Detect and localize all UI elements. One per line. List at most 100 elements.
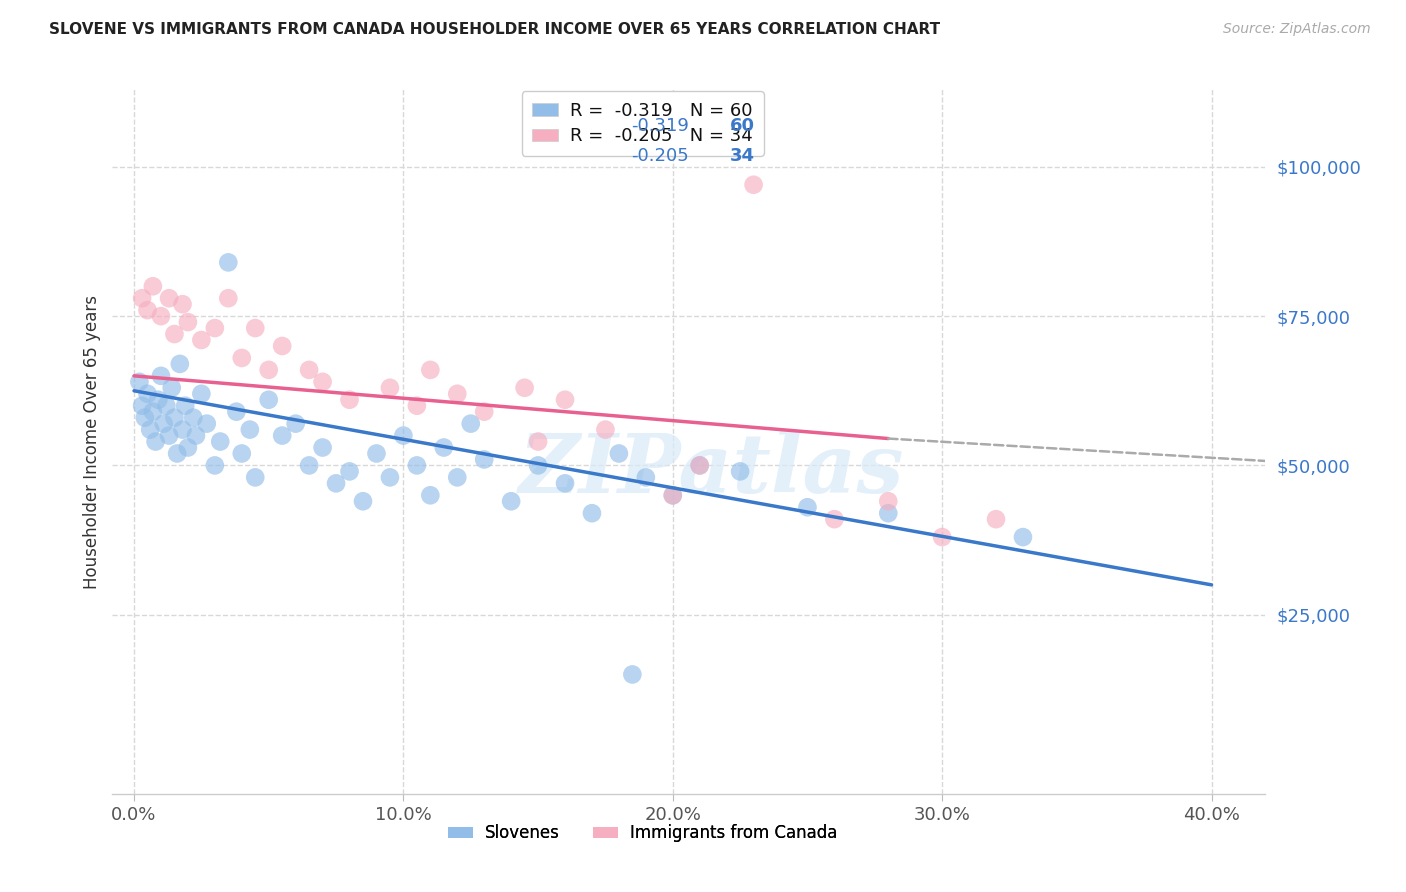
Point <box>595 423 617 437</box>
Point <box>149 368 172 383</box>
Point <box>877 494 900 508</box>
Point <box>527 458 550 473</box>
Point <box>446 386 468 401</box>
Point <box>339 464 361 478</box>
Point <box>231 446 253 460</box>
Point <box>392 428 415 442</box>
Point <box>204 458 226 473</box>
Point <box>145 434 167 449</box>
Text: -0.319: -0.319 <box>631 118 689 136</box>
Point <box>621 667 644 681</box>
Point <box>728 464 751 478</box>
Point <box>501 494 523 508</box>
Point <box>352 494 374 508</box>
Point <box>339 392 361 407</box>
Point <box>446 470 468 484</box>
Point <box>195 417 218 431</box>
Point <box>378 470 401 484</box>
Point <box>311 375 333 389</box>
Point <box>984 512 1007 526</box>
Point <box>554 476 576 491</box>
Point <box>169 357 191 371</box>
Point <box>148 392 170 407</box>
Point <box>163 326 186 341</box>
Point <box>527 434 550 449</box>
Point <box>136 303 159 318</box>
Point <box>239 423 262 437</box>
Point <box>245 470 267 484</box>
Point <box>823 512 845 526</box>
Point <box>204 321 226 335</box>
Point <box>190 386 212 401</box>
Point <box>1012 530 1035 544</box>
Point <box>419 488 441 502</box>
Point <box>405 458 427 473</box>
Text: ZIPatlas: ZIPatlas <box>519 430 904 509</box>
Point <box>796 500 818 515</box>
Point <box>142 279 165 293</box>
Point <box>662 488 685 502</box>
Y-axis label: Householder Income Over 65 years: Householder Income Over 65 years <box>83 294 101 589</box>
Text: Source: ZipAtlas.com: Source: ZipAtlas.com <box>1223 22 1371 37</box>
Text: -0.205: -0.205 <box>631 146 689 165</box>
Point <box>554 392 576 407</box>
Point <box>134 410 156 425</box>
Point <box>405 399 427 413</box>
Point <box>131 291 153 305</box>
Point <box>877 506 900 520</box>
Point <box>284 417 307 431</box>
Point <box>257 363 280 377</box>
Point <box>931 530 953 544</box>
Point <box>662 488 685 502</box>
Point <box>231 351 253 365</box>
Point <box>142 405 165 419</box>
Point <box>419 363 441 377</box>
Point <box>607 446 630 460</box>
Point <box>131 399 153 413</box>
Point <box>311 441 333 455</box>
Point <box>184 428 207 442</box>
Point <box>155 399 177 413</box>
Point <box>217 255 239 269</box>
Point <box>742 178 765 192</box>
Point <box>366 446 388 460</box>
Point <box>174 399 197 413</box>
Point <box>136 386 159 401</box>
Point <box>149 309 172 323</box>
Point <box>271 428 294 442</box>
Point <box>163 410 186 425</box>
Point <box>128 375 150 389</box>
Point <box>181 410 204 425</box>
Text: 34: 34 <box>730 146 755 165</box>
Point <box>689 458 711 473</box>
Point <box>139 423 162 437</box>
Point <box>172 423 194 437</box>
Point <box>209 434 232 449</box>
Point <box>217 291 239 305</box>
Point <box>166 446 188 460</box>
Point <box>190 333 212 347</box>
Point <box>157 291 180 305</box>
Text: 60: 60 <box>730 118 755 136</box>
Point <box>225 405 247 419</box>
Text: SLOVENE VS IMMIGRANTS FROM CANADA HOUSEHOLDER INCOME OVER 65 YEARS CORRELATION C: SLOVENE VS IMMIGRANTS FROM CANADA HOUSEH… <box>49 22 941 37</box>
Point <box>513 381 536 395</box>
Point <box>160 381 183 395</box>
Legend: Slovenes, Immigrants from Canada: Slovenes, Immigrants from Canada <box>441 818 844 849</box>
Point <box>257 392 280 407</box>
Point <box>460 417 482 431</box>
Point <box>298 458 321 473</box>
Point <box>581 506 603 520</box>
Point <box>245 321 267 335</box>
Point <box>325 476 347 491</box>
Point <box>177 441 200 455</box>
Point <box>472 452 495 467</box>
Point <box>689 458 711 473</box>
Point <box>378 381 401 395</box>
Point <box>433 441 456 455</box>
Point <box>472 405 495 419</box>
Point <box>157 428 180 442</box>
Point <box>152 417 174 431</box>
Point <box>271 339 294 353</box>
Point <box>298 363 321 377</box>
